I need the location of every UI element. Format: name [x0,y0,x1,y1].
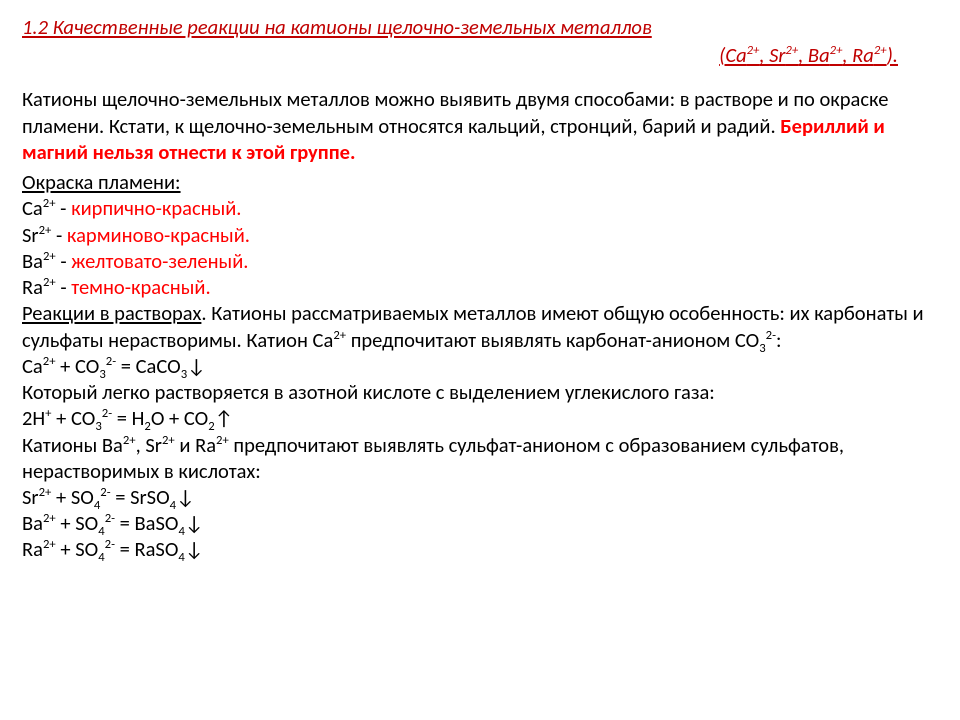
heading-line2: (Ca2+, Sr2+, Ba2+, Ra2+). [22,42,938,68]
flame-ion-2: Ba2+ - [22,248,71,274]
equation-4: Ba2+ + SO42- = BaSO4↓ [22,510,938,536]
flame-color-3: темно-красный. [71,274,210,300]
flame-color-0: кирпично-красный. [71,195,241,221]
flame-item-1: Sr2+ - карминово-красный. [22,222,938,248]
solutions-text3: Катионы Ba2+, Sr2+ и Ra2+ предпочитают в… [22,432,938,484]
flame-item-2: Ba2+ - желтовато-зеленый. [22,248,938,274]
flame-item-0: Ca2+ - кирпично-красный. [22,195,938,221]
solutions-para1: Реакции в растворах. Катионы рассматрива… [22,300,938,352]
flame-color-1: карминово-красный. [67,222,250,248]
flame-label: Окраска пламени: [22,169,938,195]
equation-2: 2H+ + CO32- = H2O + CO2↑ [22,405,938,431]
solutions-label: Реакции в растворах [22,300,201,326]
intro-paragraph: Катионы щелочно-земельных металлов можно… [22,86,938,165]
equation-3: Sr2+ + SO42- = SrSO4↓ [22,484,938,510]
heading-line1: 1.2 Качественные реакции на катионы щело… [22,14,938,40]
flame-color-2: желтовато-зеленый. [71,248,248,274]
document-page: 1.2 Качественные реакции на катионы щело… [0,0,960,573]
flame-ion-0: Ca2+ - [22,195,71,221]
intro-plain: Катионы щелочно-земельных металлов можно… [22,86,889,138]
solutions-text2: Который легко растворяется в азотной кис… [22,379,938,405]
flame-ion-3: Ra2+ - [22,274,71,300]
equation-1: Ca2+ + CO32- = CaCO3↓ [22,353,938,379]
equation-5: Ra2+ + SO42- = RaSO4↓ [22,536,938,562]
flame-item-3: Ra2+ - темно-красный. [22,274,938,300]
flame-ion-1: Sr2+ - [22,222,67,248]
